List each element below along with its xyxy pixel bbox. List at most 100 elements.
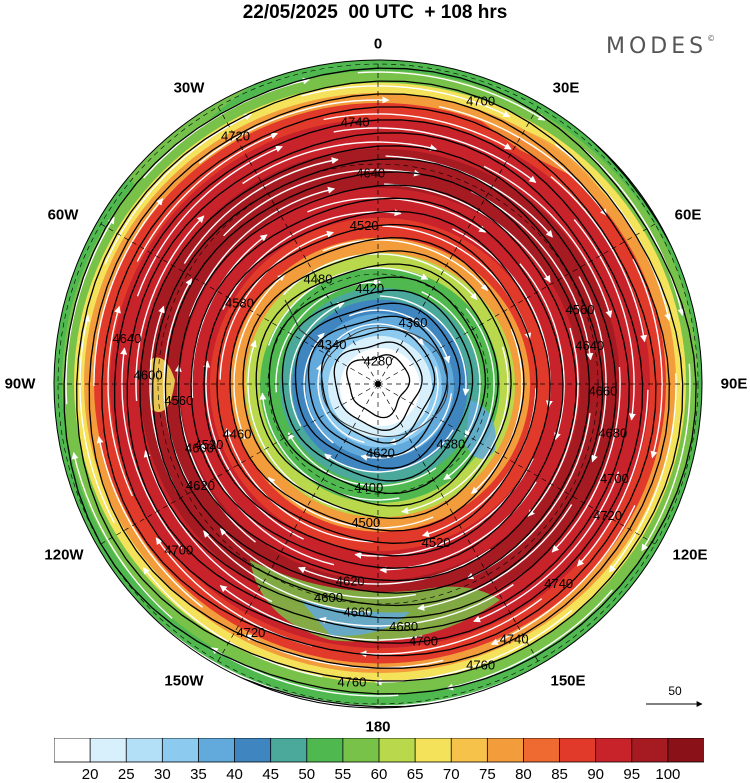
contour-label: 4340	[318, 337, 347, 352]
streamline	[470, 328, 523, 495]
contour-label: 4700	[409, 633, 438, 648]
colorbar-swatch	[595, 738, 633, 763]
streamline	[96, 436, 203, 608]
colorbar-tick-label: 20	[81, 766, 99, 783]
meridian	[92, 218, 379, 385]
contour-label: 4480	[304, 272, 333, 287]
colorbar-swatch	[89, 738, 128, 763]
streamline	[183, 157, 339, 264]
colorbar-swatch	[270, 738, 308, 763]
streamline	[135, 215, 205, 402]
contour-label: 4700	[164, 543, 193, 558]
height-contour	[164, 171, 591, 594]
antarctica-coastline	[284, 299, 449, 437]
contour-label: 4460	[223, 427, 252, 442]
streamline	[417, 504, 573, 611]
wind-scale-label: 50	[668, 684, 682, 698]
streamline	[360, 393, 453, 461]
height-contour	[333, 341, 423, 431]
streamline	[385, 155, 553, 238]
colorbar-tick-label: 25	[117, 766, 135, 783]
streamline	[379, 295, 470, 396]
brand-logo: MODES©	[606, 34, 715, 59]
streamline	[200, 442, 335, 566]
streamline	[301, 85, 511, 118]
colorbar-swatch	[306, 738, 344, 763]
contour-label: 4380	[436, 437, 465, 452]
low-wind-core	[110, 80, 600, 642]
streamline	[401, 346, 509, 515]
meridian	[377, 218, 664, 385]
wind-patch	[250, 560, 500, 642]
contour-label: 4620	[336, 574, 365, 589]
copyright-mark: ©	[707, 34, 716, 43]
meridian	[212, 383, 379, 670]
streamline	[242, 141, 438, 185]
lon-label-30e: 30E	[552, 79, 580, 97]
streamline	[303, 332, 334, 444]
colorbar-tick-label: 90	[587, 766, 604, 783]
streamline	[323, 113, 512, 150]
contour-label: 4600	[185, 440, 214, 455]
meridian	[377, 98, 544, 385]
peninsula-coast	[284, 299, 331, 353]
lon-label-150e: 150E	[550, 672, 586, 690]
streamline	[298, 548, 491, 585]
contour-label: 4760	[337, 674, 366, 689]
streamline	[443, 308, 495, 481]
streamline	[473, 471, 620, 623]
lon-label-90e: 90E	[720, 375, 748, 393]
lon-label-180: 180	[365, 718, 391, 736]
colorbar-tick-label: 75	[478, 766, 496, 783]
colorbar-swatch	[486, 738, 525, 763]
colorbar-swatch	[667, 738, 704, 763]
wind-scale-reference: 50	[644, 684, 706, 714]
lon-label-0: 0	[373, 35, 383, 53]
streamline	[224, 428, 374, 543]
streamline	[324, 429, 454, 473]
contour-label: 4520	[194, 437, 223, 452]
parallel	[157, 163, 599, 605]
streamline	[608, 373, 677, 573]
streamline	[65, 216, 115, 405]
height-contour	[126, 132, 630, 632]
streamline	[219, 230, 334, 380]
streamline	[71, 452, 173, 619]
colorbar-tick-label: 85	[551, 766, 568, 783]
colorbar-swatch	[631, 738, 669, 763]
streamline	[439, 106, 608, 216]
map-title: 22/05/2025 00 UTC + 108 hrs	[242, 2, 508, 23]
streamline	[93, 198, 164, 387]
streamline	[287, 432, 437, 487]
contour-label: 4520	[350, 218, 379, 233]
streamline	[136, 132, 278, 262]
streamline	[322, 239, 489, 292]
coastline	[320, 327, 449, 437]
colorbar-tick-label: 55	[334, 766, 352, 783]
streamline	[203, 360, 304, 540]
streamline	[104, 113, 252, 265]
streamline	[315, 363, 365, 444]
colorbar-tick-label: 40	[226, 766, 243, 783]
contour-label: 4680	[598, 425, 627, 440]
parallel	[267, 273, 489, 495]
pole-marker	[375, 381, 381, 387]
contour-label: 4760	[466, 657, 495, 672]
colorbar-tick-label: 50	[298, 766, 316, 783]
streamline	[551, 366, 621, 553]
contour-label: 4280	[364, 353, 393, 368]
colorbar-swatch	[342, 738, 380, 763]
streamline	[307, 197, 487, 233]
parallel	[57, 63, 699, 705]
colorbar-tick-label: 80	[515, 766, 532, 783]
streamline	[446, 589, 613, 691]
streamline	[357, 71, 546, 121]
contour-label: 4660	[588, 383, 617, 398]
contour-label: 4720	[593, 508, 622, 523]
height-contour	[101, 106, 657, 657]
streamline	[384, 183, 551, 283]
streamline	[120, 347, 183, 549]
colorbar-tick-label: 100	[655, 766, 681, 783]
wind-scale-arrow-icon	[646, 701, 703, 707]
